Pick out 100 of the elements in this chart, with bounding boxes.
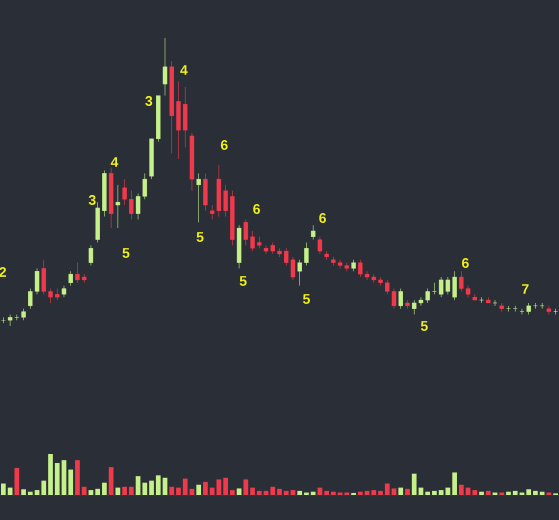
bar	[256, 490, 262, 495]
candlestick	[196, 173, 201, 223]
candlestick	[162, 38, 168, 96]
bar	[506, 492, 511, 495]
candlestick	[277, 248, 282, 258]
candlestick	[392, 288, 396, 310]
bar	[203, 482, 208, 495]
bar	[446, 488, 450, 495]
candlestick	[136, 193, 140, 220]
bar	[331, 492, 336, 495]
candlestick	[264, 245, 268, 254]
bar	[68, 470, 74, 495]
bar	[75, 460, 80, 495]
candlestick	[122, 178, 127, 206]
candlestick	[284, 248, 288, 266]
bar	[250, 488, 255, 495]
annotation: 6	[462, 258, 469, 268]
candlestick	[21, 308, 26, 321]
bar	[108, 467, 114, 495]
annotation: 5	[122, 248, 130, 258]
bar	[540, 492, 545, 495]
annotation: 5	[302, 294, 310, 304]
candlestick	[8, 314, 12, 326]
candlestick	[378, 276, 383, 286]
bar	[1, 484, 6, 495]
candlestick	[297, 259, 302, 286]
bar	[82, 486, 87, 495]
candlestick	[223, 184, 228, 217]
candlestick	[351, 259, 356, 272]
candlestick	[446, 276, 450, 295]
candlestick	[244, 219, 248, 246]
bar	[418, 488, 424, 495]
candlestick	[526, 302, 531, 315]
bar	[196, 484, 202, 495]
bar	[21, 489, 26, 495]
annotation: 6	[253, 204, 260, 214]
bar	[243, 479, 248, 495]
candlestick	[466, 285, 470, 298]
annotation: 3	[145, 96, 152, 106]
bar	[364, 490, 370, 495]
bar	[486, 490, 491, 495]
bar	[116, 488, 120, 495]
bar	[324, 490, 329, 495]
bar	[48, 454, 53, 495]
bar	[190, 488, 194, 495]
bar	[14, 468, 20, 495]
candlestick	[68, 270, 73, 286]
candlestick	[62, 285, 66, 298]
bar	[41, 480, 46, 495]
annotation: 4	[180, 65, 188, 75]
annotation: 7	[522, 284, 529, 294]
bar	[458, 484, 464, 495]
annotation: 5	[420, 321, 428, 331]
candlestick	[34, 268, 40, 295]
candlestick	[129, 190, 134, 220]
candlestick	[210, 204, 214, 220]
bar	[216, 479, 222, 495]
bar	[136, 476, 140, 495]
bar	[54, 463, 60, 495]
annotation: 6	[319, 213, 326, 223]
bar	[149, 480, 154, 495]
candlestick	[28, 288, 33, 310]
candlestick	[438, 276, 444, 298]
candlestick	[88, 245, 94, 266]
annotation: 4	[110, 157, 118, 167]
bar	[169, 486, 174, 495]
candlestick	[318, 236, 322, 254]
bar	[479, 492, 484, 495]
candlestick	[304, 242, 309, 266]
bar	[398, 488, 404, 495]
candlestick	[425, 288, 430, 304]
bar	[405, 488, 410, 495]
candlestick	[398, 288, 403, 310]
candlestick	[42, 259, 46, 295]
bar	[223, 478, 228, 495]
bar	[310, 492, 316, 495]
bar	[392, 488, 396, 495]
bar	[284, 490, 289, 495]
annotation: 5	[196, 232, 204, 242]
bar	[472, 490, 478, 495]
annotation: 5	[240, 276, 247, 286]
bar	[88, 490, 94, 495]
bar	[210, 488, 215, 495]
bar	[156, 475, 161, 495]
candlestick	[452, 270, 457, 300]
candlestick	[364, 270, 370, 280]
candlestick	[405, 300, 410, 310]
candlestick	[432, 282, 437, 295]
bar	[102, 482, 107, 495]
bar	[122, 486, 127, 495]
candlestick	[116, 184, 120, 228]
bar	[264, 490, 268, 495]
bar	[412, 474, 417, 495]
bar	[297, 490, 302, 495]
annotation: 3	[88, 195, 96, 205]
bar	[533, 490, 538, 495]
candlestick	[358, 259, 363, 278]
annotation: 6	[220, 140, 228, 150]
candlestick	[412, 300, 416, 315]
candlestick	[310, 224, 316, 240]
